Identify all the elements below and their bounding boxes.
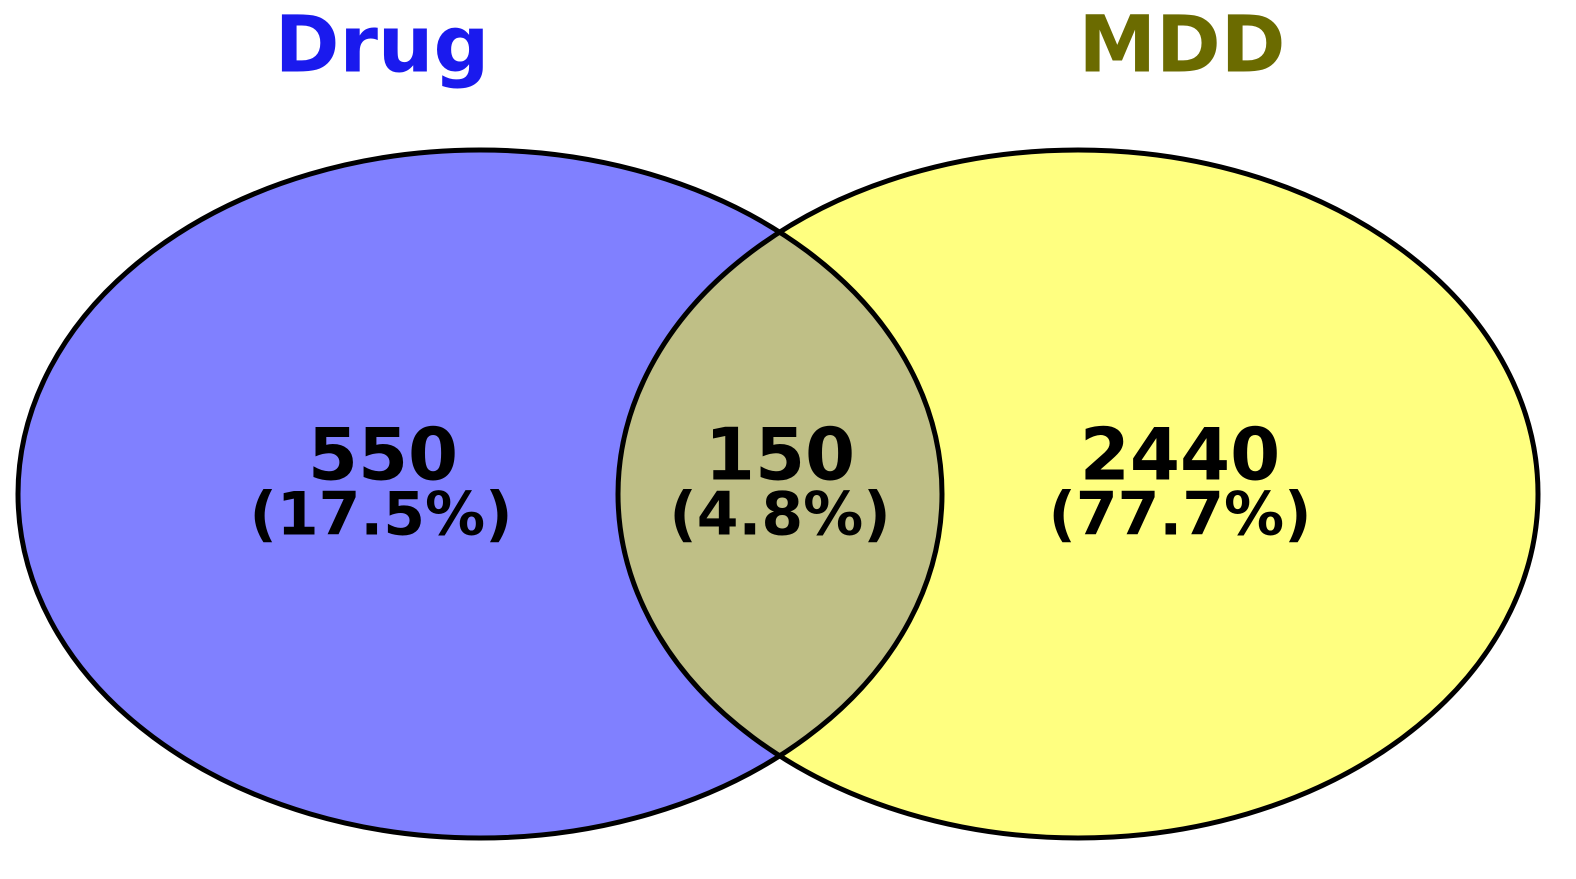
- region-count: 150: [705, 413, 855, 497]
- region-right: [779, 150, 1538, 839]
- region-count: 2440: [1080, 413, 1280, 497]
- region-count: 550: [308, 413, 458, 497]
- region-left: [17, 150, 780, 839]
- region-overlap: [617, 232, 942, 756]
- region-percent: (4.8%): [669, 480, 890, 550]
- set-outline: [615, 147, 1541, 841]
- region-percent: (77.7%): [1049, 480, 1312, 550]
- regions: [15, 147, 1541, 841]
- set-title: Drug: [275, 0, 490, 90]
- set-outline: [15, 147, 945, 841]
- region-percent: (17.5%): [250, 480, 513, 550]
- set-title: MDD: [1078, 0, 1285, 90]
